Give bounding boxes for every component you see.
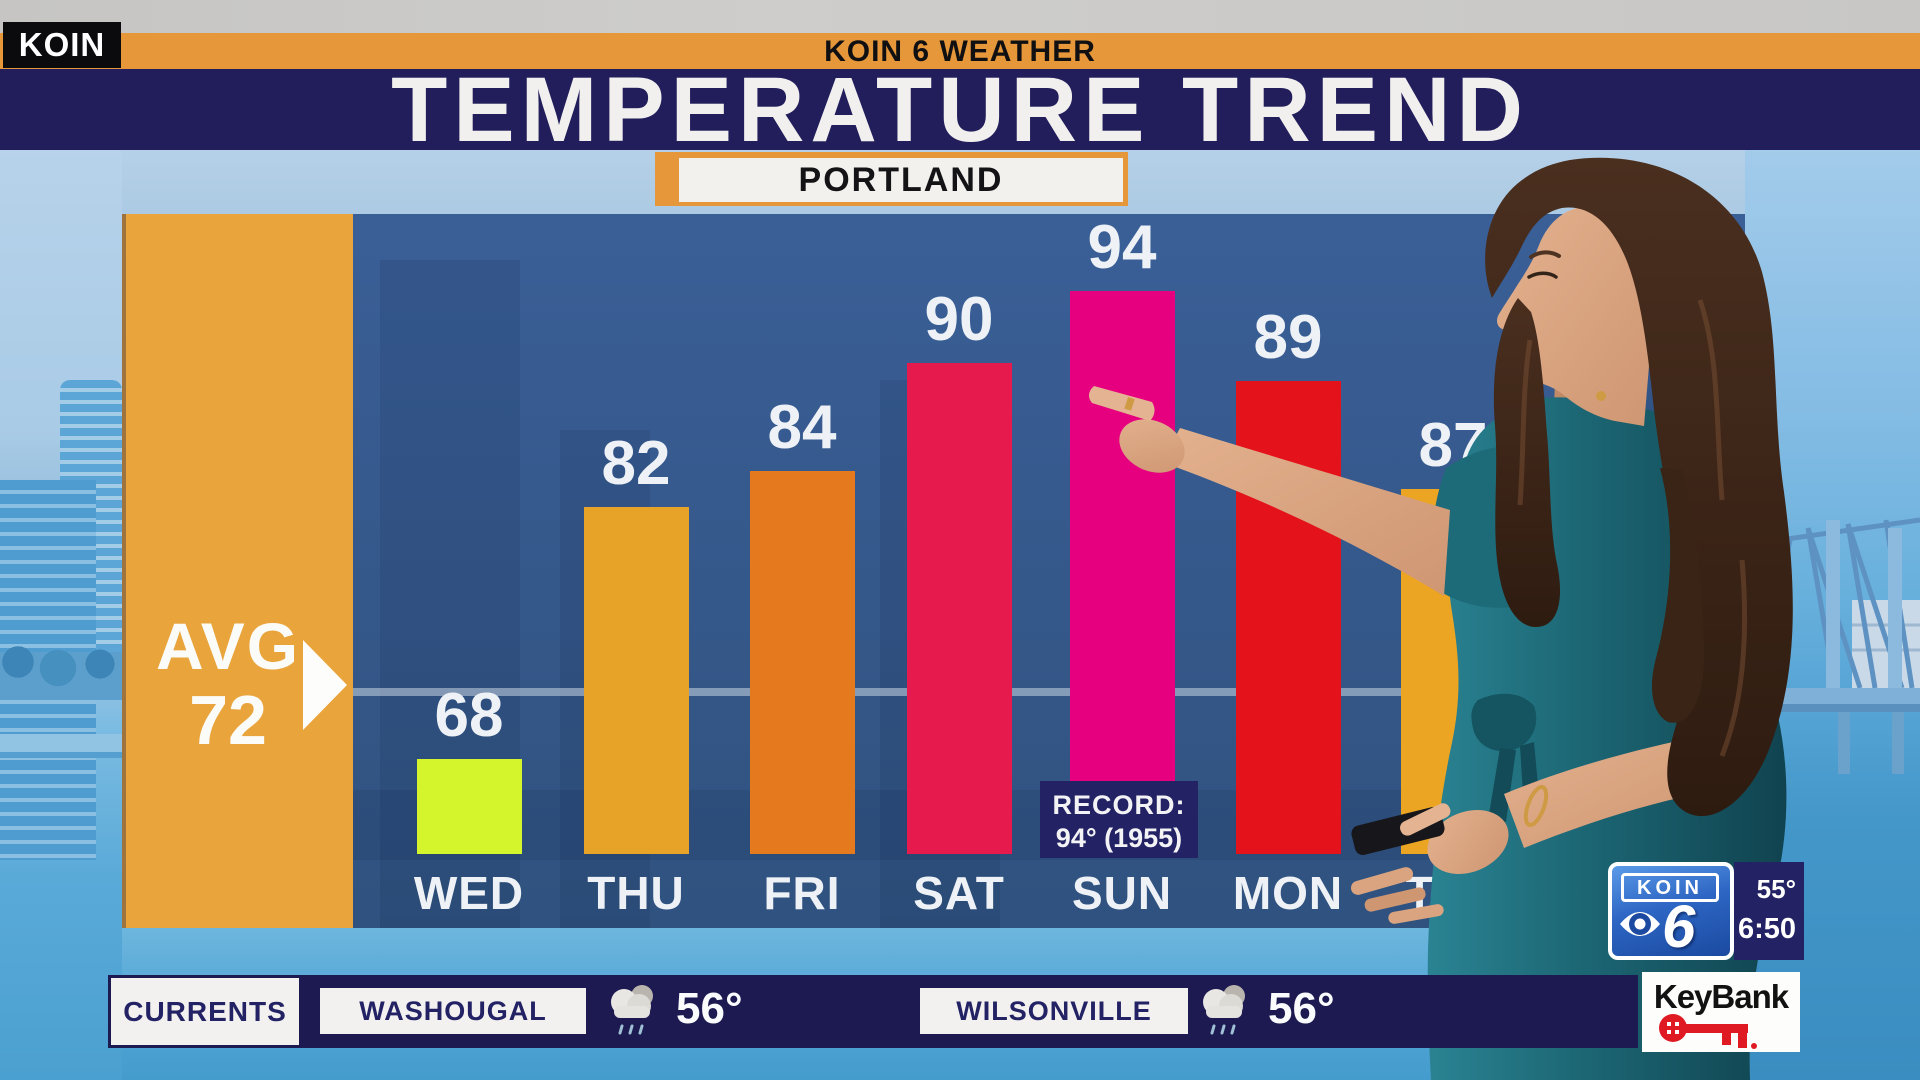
bar-label-sat: SAT <box>913 867 1005 919</box>
ticker-label: CURRENTS <box>111 978 299 1045</box>
temp-time-box: 55° 6:50 <box>1734 862 1804 960</box>
sponsor-box: KeyBank <box>1642 972 1800 1052</box>
title-banner <box>0 69 1920 150</box>
sponsor-name: KeyBank <box>1653 978 1789 1015</box>
average-label: AVG <box>155 609 301 683</box>
current-temp: 55° <box>1756 874 1796 904</box>
average-bar <box>122 214 353 928</box>
pointing-hand <box>1119 419 1185 473</box>
shoreline-trees <box>0 622 122 700</box>
koin6-logo-text: KOIN <box>1621 873 1719 902</box>
hair-highlights <box>1517 299 1748 757</box>
pointing-finger <box>1088 386 1155 421</box>
bar-sun: 94 SUN <box>1069 213 1175 919</box>
seawall <box>0 734 122 752</box>
ring <box>1124 397 1135 411</box>
eye <box>1527 271 1558 279</box>
top-orange-strip <box>0 33 1920 69</box>
bar-label-sun: SUN <box>1071 867 1173 919</box>
bar-value-sun: 94 <box>1087 213 1157 282</box>
bar-sat: 90 SAT <box>906 285 1012 919</box>
hair-curl-front <box>1652 468 1704 723</box>
current-time: 6:50 <box>1737 913 1796 945</box>
bar-value-thu: 82 <box>601 429 671 498</box>
thumb <box>1400 803 1451 836</box>
ticker-city: WASHOUGAL <box>320 988 586 1034</box>
bar-wed: 68 WED <box>414 681 523 919</box>
ticker-city: WILSONVILLE <box>920 988 1188 1034</box>
bar-label-mon: MON <box>1232 867 1344 919</box>
average-value: 72 <box>189 681 267 759</box>
rain-cloud-icon <box>1203 985 1245 1035</box>
waist-tie-tail <box>1488 748 1516 822</box>
average-reference-line <box>349 688 1745 696</box>
hair <box>1485 157 1793 817</box>
bar-label-thu: THU <box>587 867 685 919</box>
bar-value-wed: 68 <box>434 681 504 750</box>
average-arrow-icon <box>303 640 347 730</box>
location-tab: PORTLAND <box>679 158 1123 202</box>
bar-value-fri: 84 <box>767 393 837 462</box>
city-skyline-left <box>0 150 122 1080</box>
channel-number: 6 <box>1662 893 1696 960</box>
finger <box>1364 887 1426 912</box>
koin6-logo: KOIN 6 <box>1608 862 1734 960</box>
bar-label-wed: WED <box>413 867 525 919</box>
hair-curls-left <box>1493 298 1561 627</box>
earring <box>1596 391 1606 401</box>
cbs-eye-icon <box>1620 912 1660 936</box>
bracelet <box>1523 785 1549 827</box>
red-key-icon <box>1659 1014 1757 1049</box>
rain-cloud-icon <box>611 985 653 1035</box>
bar-value-sat: 90 <box>924 285 994 354</box>
lower-forearm <box>1504 736 1716 848</box>
bar-thu: 82 THU <box>583 429 689 919</box>
record-value: 94° (1955) <box>1055 823 1183 853</box>
record-label: RECORD: <box>1052 790 1186 820</box>
ticker-temp: 56° <box>1268 984 1335 1033</box>
record-annotation: RECORD: 94° (1955) <box>1040 781 1198 858</box>
weather-presenter <box>1088 157 1793 1080</box>
finger <box>1388 904 1444 924</box>
lower-hand <box>1427 810 1509 874</box>
station-logo: KOIN <box>3 22 121 68</box>
bar-fri: 84 FRI <box>749 393 855 919</box>
pointing-forearm <box>1162 428 1450 596</box>
waist-tie <box>1471 693 1537 752</box>
finger <box>1350 867 1414 895</box>
show-title: KOIN 6 WEATHER <box>824 35 1096 68</box>
ticker-temp: 56° <box>676 984 743 1033</box>
eyebrow <box>1529 250 1561 259</box>
page-title: TEMPERATURE TREND <box>391 59 1529 161</box>
bar-value-mon: 89 <box>1253 303 1323 372</box>
top-gray-strip <box>0 0 1920 33</box>
bar-label-fri: FRI <box>763 867 841 919</box>
